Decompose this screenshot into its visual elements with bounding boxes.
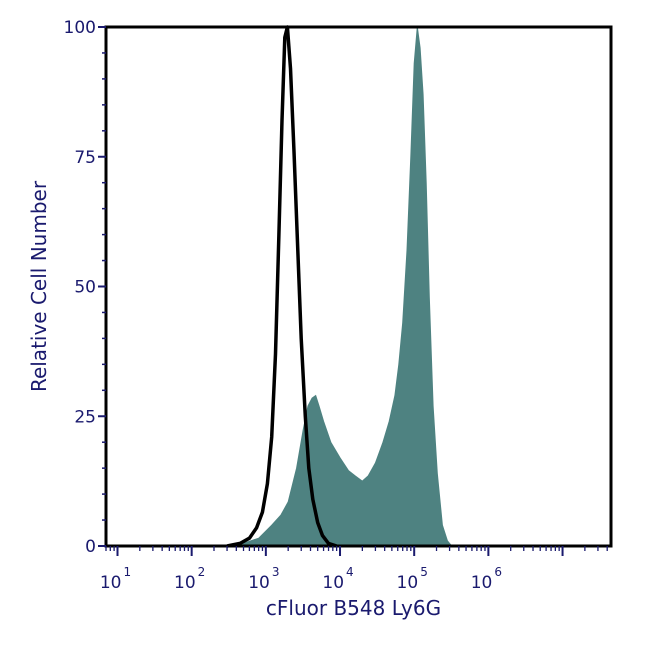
x-tick-exponent: 4 (346, 565, 354, 579)
x-tick-base: 10 (397, 573, 419, 593)
y-tick-label: 50 (74, 278, 96, 298)
x-tick-exponent: 2 (198, 565, 206, 579)
x-tick-label: 106 (471, 565, 502, 593)
x-tick-label: 104 (322, 565, 353, 593)
plot-marks (226, 25, 453, 548)
y-tick-label: 75 (74, 148, 96, 168)
series-0-filled-histogram (227, 26, 453, 547)
x-tick-base: 10 (322, 573, 344, 593)
x-tick-label: 105 (397, 565, 428, 593)
x-axis-title: cFluor B548 Ly6G (266, 596, 441, 620)
x-tick-exponent: 3 (272, 565, 280, 579)
x-tick-base: 10 (471, 573, 493, 593)
x-tick-exponent: 6 (494, 565, 502, 579)
x-tick-label: 101 (100, 565, 131, 593)
y-tick-label: 25 (74, 407, 96, 427)
x-tick-exponent: 1 (123, 565, 131, 579)
y-tick-label: 100 (64, 18, 96, 38)
y-axis-title: Relative Cell Number (27, 180, 51, 392)
y-tick-label: 0 (85, 537, 96, 557)
x-tick-base: 10 (100, 573, 122, 593)
x-tick-exponent: 5 (420, 565, 428, 579)
x-tick-base: 10 (248, 573, 270, 593)
x-tick-label: 103 (248, 565, 279, 593)
plot-frame (104, 25, 613, 548)
x-tick-label: 102 (174, 565, 205, 593)
x-tick-base: 10 (174, 573, 196, 593)
